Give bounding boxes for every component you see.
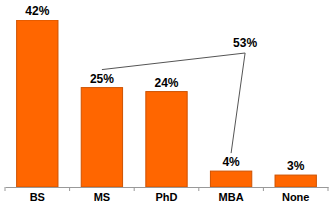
x-tick: MS [94, 187, 111, 203]
data-label: 42% [25, 4, 49, 18]
x-tick: MBA [219, 187, 244, 203]
x-tick-label: None [282, 191, 310, 203]
bar [146, 92, 187, 187]
x-separator [134, 187, 135, 191]
bar [17, 20, 58, 187]
data-label: 4% [222, 155, 240, 169]
x-axis: BS MS PhD MBA None [6, 187, 329, 203]
annotation: 53% [233, 36, 257, 50]
x-tick-label: MS [94, 191, 111, 203]
x-tick: None [282, 187, 310, 203]
bar [81, 88, 122, 187]
data-label: 25% [90, 72, 114, 86]
bars [17, 20, 317, 187]
x-separator [263, 187, 264, 191]
data-label: 3% [287, 159, 305, 173]
bar [210, 171, 251, 187]
x-separators [5, 187, 328, 191]
x-tick-label: BS [30, 191, 45, 203]
plot: BS MS PhD MBA None 42% 25% 24% 4% 3% 53% [5, 4, 329, 203]
bar [275, 175, 316, 187]
x-tick-label: MBA [219, 191, 244, 203]
data-label: 24% [154, 76, 178, 90]
x-separator [328, 187, 329, 191]
chart: BS MS PhD MBA None 42% 25% 24% 4% 3% 53% [0, 0, 331, 208]
x-separator [5, 187, 6, 191]
x-tick-label: PhD [156, 191, 178, 203]
x-axis-line [6, 187, 329, 188]
x-tick: BS [30, 187, 45, 203]
x-separator [69, 187, 70, 191]
x-tick: PhD [156, 187, 178, 203]
x-separator [198, 187, 199, 191]
